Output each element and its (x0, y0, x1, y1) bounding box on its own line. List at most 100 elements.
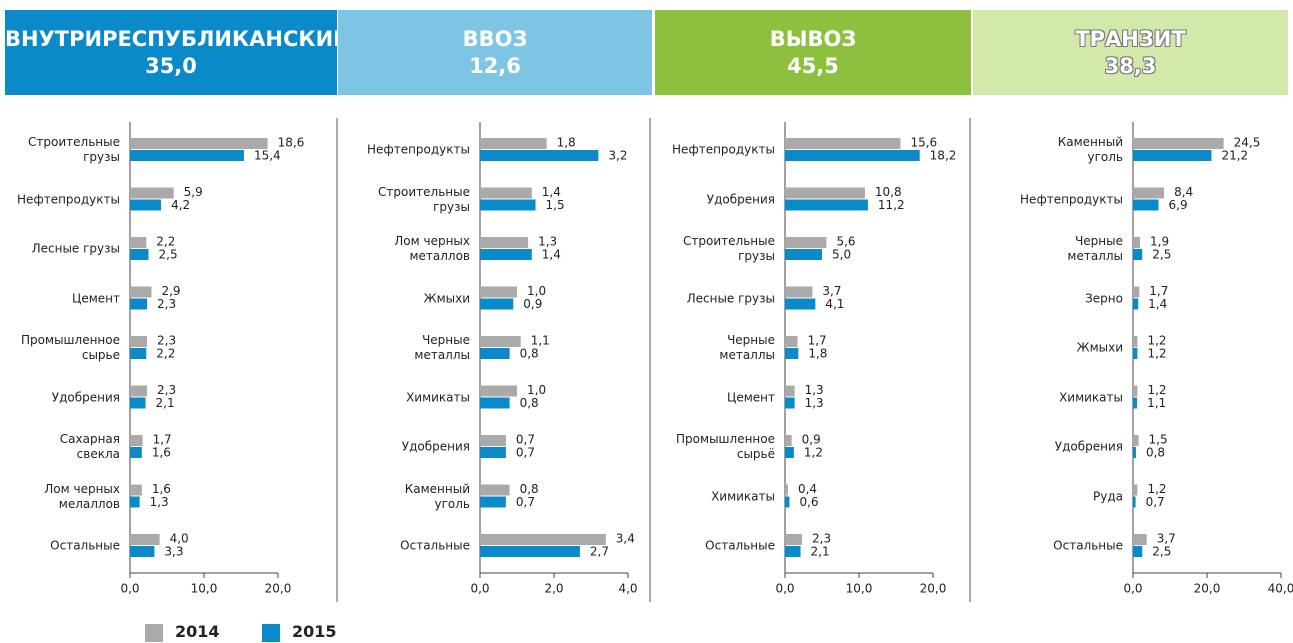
category-label: Остальные (50, 538, 120, 553)
x-tick-label: 2,0 (544, 582, 563, 596)
value-label: 2,5 (1152, 545, 1171, 559)
bar (785, 348, 799, 359)
value-label: 0,8 (520, 347, 539, 361)
category-label: Лом черных металлов (394, 234, 470, 263)
x-tick-label: 0,0 (1123, 582, 1142, 596)
category-label: Удобрения (51, 390, 120, 404)
legend-label: 2014 (175, 622, 220, 641)
bar (480, 546, 580, 557)
value-label: 18,6 (278, 136, 305, 150)
bar (130, 138, 268, 149)
header-value: 35,0 (145, 53, 197, 78)
category-label: Остальные (1053, 538, 1123, 553)
bar (480, 348, 510, 359)
bar (785, 336, 798, 347)
header-title: ВНУТРИРЕСПУБЛИКАНСКИЕ (5, 26, 348, 51)
value-label: 6,9 (1169, 198, 1188, 212)
bar (1133, 237, 1141, 248)
bar (785, 496, 790, 508)
value-label: 5,6 (836, 235, 855, 249)
value-label: 2,7 (590, 545, 609, 559)
x-tick-label: 10,0 (846, 582, 873, 596)
bar (1133, 348, 1138, 359)
category-label: Нефтепродукты (1020, 192, 1123, 206)
bar (1133, 286, 1140, 298)
category-label: Лесные грузы (31, 241, 120, 256)
value-label: 2,3 (157, 383, 176, 397)
category-label: Строительные грузы (378, 184, 470, 214)
bar (1133, 534, 1147, 545)
value-label: 0,7 (1146, 495, 1165, 509)
bar (480, 447, 506, 458)
bar (785, 286, 813, 298)
x-tick-label: 20,0 (920, 582, 947, 596)
header-title: ВЫВОЗ (769, 26, 857, 51)
value-label: 0,8 (520, 396, 539, 410)
value-label: 5,0 (832, 248, 851, 262)
bar (785, 138, 901, 149)
x-tick-label: 10,0 (191, 582, 218, 596)
category-label: Строительные грузы (28, 135, 120, 164)
bar (480, 286, 517, 298)
header-title: ТРАНЗИТ (1075, 26, 1186, 51)
value-label: 2,2 (156, 235, 175, 249)
bar (480, 484, 510, 496)
value-label: 0,9 (802, 433, 821, 447)
category-label: Каменный уголь (1057, 135, 1123, 164)
bar (480, 138, 547, 149)
bar (130, 484, 142, 496)
x-tick-label: 0,0 (120, 582, 139, 596)
category-label: Удобрения (706, 192, 775, 206)
bar (785, 249, 822, 260)
category-label: Лом черных мелаллов (44, 481, 120, 511)
header-value: 12,6 (469, 53, 521, 78)
bar (130, 199, 162, 211)
x-tick-label: 20,0 (1194, 582, 1221, 596)
value-label: 1,8 (557, 136, 576, 150)
bar (1133, 138, 1224, 149)
bar (785, 435, 792, 446)
x-tick-label: 40,0 (1268, 582, 1293, 596)
bar (130, 546, 155, 557)
bar (1133, 150, 1212, 161)
legend-swatch (262, 624, 280, 642)
value-label: 3,4 (616, 532, 635, 546)
bar (480, 385, 517, 397)
category-label: Нефтепродукты (672, 142, 775, 157)
value-label: 1,3 (805, 396, 824, 410)
bar (785, 199, 868, 211)
value-label: 2,3 (157, 297, 176, 311)
category-label: Химикаты (1059, 390, 1123, 404)
value-label: 0,7 (516, 446, 535, 460)
category-label: Сахарная свекла (59, 432, 120, 461)
bar (480, 496, 506, 508)
value-label: 3,2 (608, 149, 627, 163)
category-label: Промышленное сырьё (676, 432, 775, 461)
bar (480, 336, 521, 347)
bar (785, 397, 795, 409)
x-tick-label: 0,0 (470, 582, 489, 596)
category-label: Удобрения (1054, 439, 1123, 454)
bar (480, 199, 536, 211)
category-label: Цемент (72, 291, 120, 305)
x-tick-label: 0,0 (775, 582, 794, 596)
bar (130, 249, 149, 260)
category-label: Руда (1093, 489, 1123, 503)
value-label: 24,5 (1234, 136, 1261, 150)
value-label: 1,2 (1147, 334, 1166, 348)
value-label: 2,5 (1152, 248, 1171, 262)
value-label: 2,9 (161, 284, 180, 298)
bar (130, 496, 140, 508)
category-label: Цемент (727, 390, 775, 404)
category-label: Черные металлы (1067, 234, 1123, 263)
value-label: 1,7 (1149, 284, 1168, 298)
value-label: 2,5 (159, 248, 178, 262)
bar (480, 534, 606, 545)
value-label: 0,7 (516, 433, 535, 447)
value-label: 8,4 (1174, 185, 1193, 199)
value-label: 15,4 (254, 149, 281, 163)
value-label: 18,2 (930, 149, 957, 163)
value-label: 1,6 (152, 482, 171, 496)
